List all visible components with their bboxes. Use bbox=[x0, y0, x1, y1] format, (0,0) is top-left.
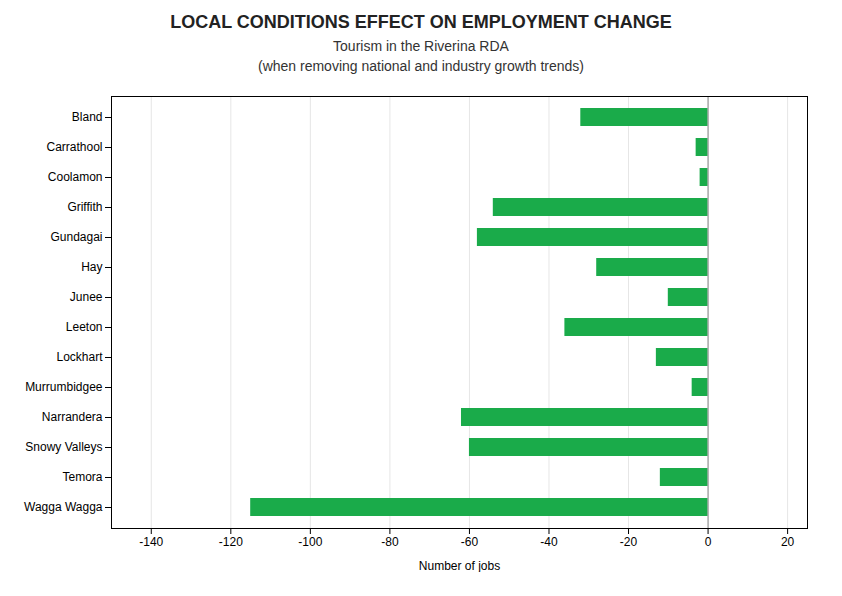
svg-text:Coolamon: Coolamon bbox=[48, 171, 103, 185]
svg-text:-80: -80 bbox=[381, 535, 399, 549]
svg-text:Murrumbidgee: Murrumbidgee bbox=[25, 381, 103, 395]
svg-text:-120: -120 bbox=[219, 535, 243, 549]
svg-text:-60: -60 bbox=[461, 535, 479, 549]
html-text:LOCAL CONDITIONS EFFECT ON EMP: LOCAL CONDITIONS EFFECT ON EMPLOYMENT CH… bbox=[170, 12, 672, 32]
svg-text:-100: -100 bbox=[298, 535, 322, 549]
html-text:Tourism in the Riverina RDA (w: Tourism in the Riverina RDA (when removi… bbox=[258, 38, 584, 74]
svg-text:Leeton: Leeton bbox=[66, 321, 103, 335]
svg-text:Number of jobs: Number of jobs bbox=[419, 559, 500, 573]
svg-text:Bland: Bland bbox=[72, 111, 103, 125]
svg-text:Junee: Junee bbox=[70, 291, 103, 305]
svg-text:Hay: Hay bbox=[81, 261, 102, 275]
svg-text:Temora: Temora bbox=[62, 471, 102, 485]
svg-text:0: 0 bbox=[705, 535, 712, 549]
svg-text:Wagga Wagga: Wagga Wagga bbox=[24, 501, 103, 515]
svg-text:20: 20 bbox=[781, 535, 795, 549]
svg-text:-140: -140 bbox=[139, 535, 163, 549]
svg-text:Carrathool: Carrathool bbox=[46, 141, 102, 155]
svg-text:Gundagai: Gundagai bbox=[50, 231, 102, 245]
svg-text:-40: -40 bbox=[540, 535, 558, 549]
svg-text:Snowy Valleys: Snowy Valleys bbox=[25, 441, 102, 455]
svg-text:Narrandera: Narrandera bbox=[42, 411, 103, 425]
svg-text:-20: -20 bbox=[620, 535, 638, 549]
svg-text:Lockhart: Lockhart bbox=[56, 351, 103, 365]
svg-text:Griffith: Griffith bbox=[67, 201, 102, 215]
